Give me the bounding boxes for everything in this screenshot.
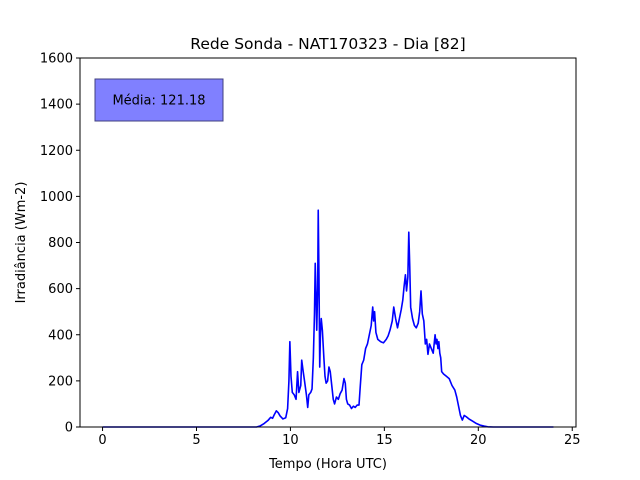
y-tick-label: 600: [48, 282, 73, 297]
x-tick-label: 10: [282, 433, 299, 448]
x-tick-label: 5: [192, 433, 200, 448]
y-tick-label: 0: [65, 421, 73, 436]
x-axis: 0 5 10 15 20 25: [98, 427, 581, 448]
plot-area: Média: 121.18: [79, 57, 577, 428]
x-tick-label: 25: [564, 433, 581, 448]
y-tick-label: 1200: [40, 144, 73, 159]
x-tick-label: 15: [376, 433, 393, 448]
y-tick-label: 800: [48, 236, 73, 251]
y-tick-label: 200: [48, 374, 73, 389]
x-axis-label: Tempo (Hora UTC): [268, 457, 387, 472]
annotation-text: Média: 121.18: [112, 94, 205, 109]
chart-title: Rede Sonda - NAT170323 - Dia [82]: [190, 35, 465, 53]
y-axis-label: Irradiância (Wm-2): [14, 182, 29, 304]
y-tick-label: 400: [48, 328, 73, 343]
y-tick-label: 1400: [40, 98, 73, 113]
series-line-0: [102, 209, 554, 428]
y-tick-label: 1600: [40, 52, 73, 67]
x-tick-label: 0: [98, 433, 106, 448]
series-layer: [102, 209, 554, 428]
annotation-box: Média: 121.18: [94, 78, 224, 122]
y-tick-label: 1000: [40, 190, 73, 205]
x-tick-label: 20: [470, 433, 487, 448]
annotation-background: [94, 78, 224, 122]
y-axis: 0 200 400 600 800 1000 1200 1400 1600: [40, 52, 80, 436]
